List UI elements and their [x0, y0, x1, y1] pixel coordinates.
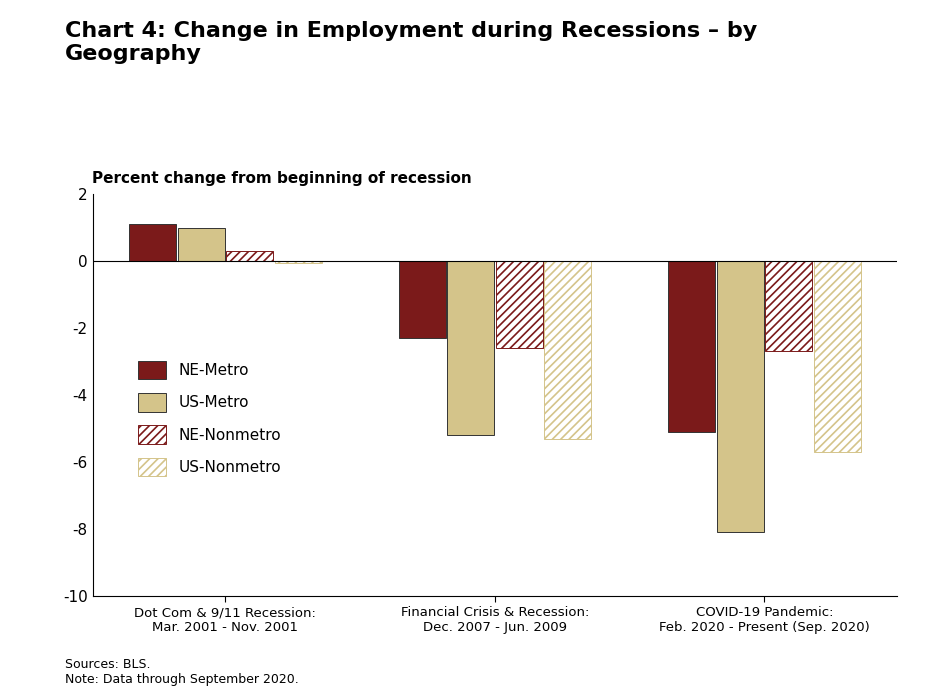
Text: Chart 4: Change in Employment during Recessions – by
Geography: Chart 4: Change in Employment during Rec…: [65, 21, 757, 64]
Bar: [668, 261, 715, 432]
Bar: [447, 261, 494, 435]
Bar: [130, 225, 176, 261]
Text: Percent change from beginning of recession: Percent change from beginning of recessi…: [92, 171, 473, 186]
Bar: [814, 261, 860, 452]
Bar: [717, 261, 764, 532]
Text: Sources: BLS.
Note: Data through September 2020.: Sources: BLS. Note: Data through Septemb…: [65, 658, 299, 686]
Bar: [226, 251, 273, 261]
Bar: [544, 261, 591, 439]
Bar: [399, 261, 446, 338]
Bar: [765, 261, 812, 351]
Bar: [178, 227, 225, 261]
Bar: [275, 261, 322, 263]
Legend: NE-Metro, US-Metro, NE-Nonmetro, US-Nonmetro: NE-Metro, US-Metro, NE-Nonmetro, US-Nonm…: [132, 354, 287, 482]
Bar: [496, 261, 543, 348]
